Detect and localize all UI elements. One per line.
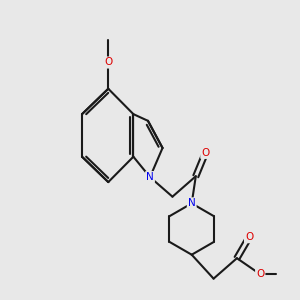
Text: N: N bbox=[188, 198, 196, 208]
Text: O: O bbox=[201, 148, 209, 158]
Text: O: O bbox=[104, 58, 112, 68]
Text: O: O bbox=[256, 269, 264, 279]
Text: O: O bbox=[245, 232, 253, 242]
Text: N: N bbox=[146, 172, 154, 182]
